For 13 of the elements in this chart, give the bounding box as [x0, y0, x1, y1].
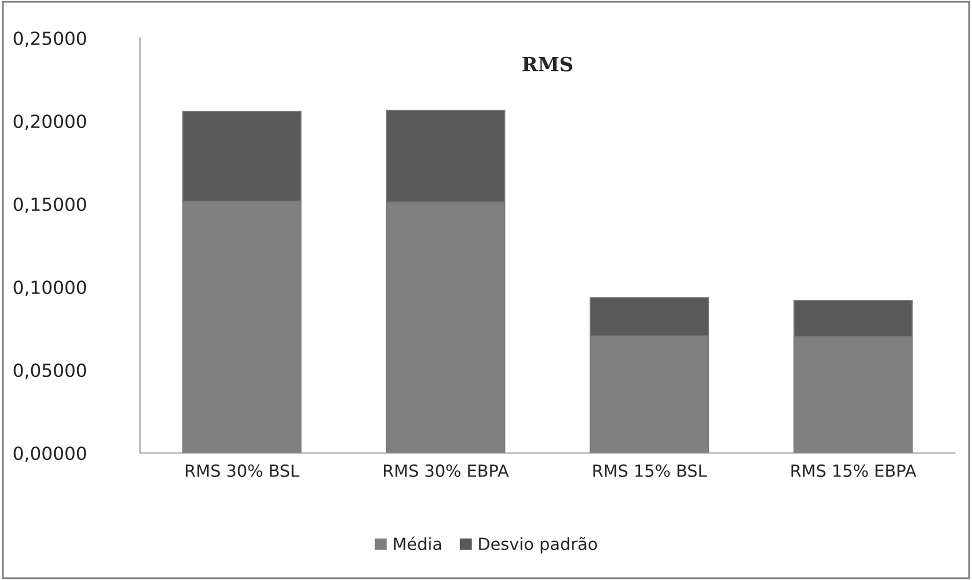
y-tick-label: 0,25000 [14, 31, 86, 47]
legend-label: Média [394, 536, 441, 550]
x-tick-label: RMS 30% EBPA [384, 464, 509, 478]
y-tick-label: 0,15000 [14, 197, 86, 213]
legend-label: Desvio padrão [479, 536, 597, 554]
y-tick-label: 0,00000 [14, 446, 86, 462]
x-tick-label: RMS 15% BSL [593, 464, 707, 478]
y-tick-label: 0,20000 [14, 114, 86, 130]
y-tick-label: 0,10000 [14, 280, 86, 296]
x-tick-label: RMS 30% BSL [186, 464, 300, 478]
text: RMS [522, 56, 572, 72]
y-tick-label: 0,05000 [14, 363, 86, 379]
x-tick-label: RMS 15% EBPA [791, 464, 916, 478]
